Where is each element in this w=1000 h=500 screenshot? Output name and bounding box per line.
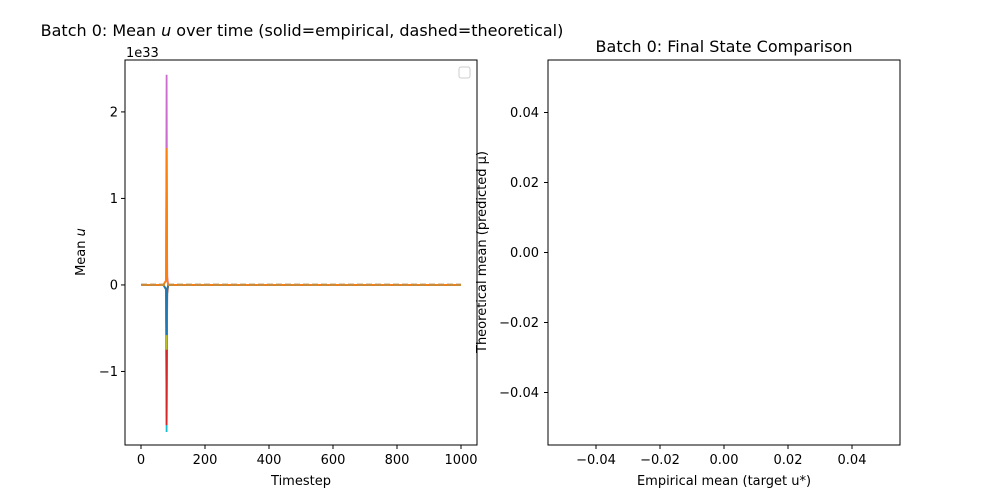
left-x-axis-label: Timestep — [270, 474, 331, 489]
left-y-tick-label: −1 — [99, 365, 118, 380]
left-chart-title: Batch 0: Mean u over time (solid=empiric… — [41, 21, 564, 40]
left-x-tick-label: 200 — [193, 453, 218, 468]
left-axes-frame — [124, 59, 478, 446]
right-chart: Batch 0: Final State Comparison −0.04 −0.… — [475, 37, 901, 489]
right-y-tick-label: 0.02 — [510, 176, 539, 191]
empirical-series-line-5 — [141, 148, 461, 286]
right-y-tick-label: 0.00 — [510, 246, 539, 261]
left-chart: Batch 0: Mean u over time (solid=empiric… — [41, 21, 564, 489]
right-x-tick-label: −0.02 — [640, 453, 680, 468]
right-x-tick-label: 0.02 — [774, 453, 803, 468]
right-y-tick-label: 0.04 — [510, 106, 539, 121]
empirical-series-line-4 — [141, 283, 461, 336]
right-x-ticks: −0.04 −0.02 0.00 0.02 0.04 — [576, 445, 866, 468]
left-y-tick-label: 0 — [110, 278, 118, 293]
right-x-tick-label: 0.04 — [838, 453, 867, 468]
right-x-tick-label: −0.04 — [576, 453, 616, 468]
right-axes-frame — [547, 59, 901, 446]
empirical-series-line-1 — [141, 283, 461, 433]
left-x-tick-label: 400 — [257, 453, 282, 468]
right-y-axis-label: Theoretical mean (predicted μ) — [475, 151, 490, 354]
right-x-tick-label: 0.00 — [710, 453, 739, 468]
left-x-ticks: 0 200 400 600 800 1000 — [137, 445, 478, 468]
right-y-ticks: −0.04 −0.02 0.00 0.02 0.04 — [499, 106, 548, 401]
left-plot-area — [141, 74, 461, 433]
left-x-tick-label: 0 — [137, 453, 145, 468]
empirical-series-line-2 — [141, 283, 461, 426]
left-y-tick-label: 2 — [110, 105, 118, 120]
left-y-offset-label: 1e33 — [126, 46, 159, 61]
left-y-tick-label: 1 — [110, 192, 118, 207]
right-x-axis-label: Empirical mean (target u*) — [637, 474, 811, 489]
right-y-tick-label: −0.04 — [499, 386, 539, 401]
left-legend-box — [458, 66, 471, 79]
left-x-tick-label: 600 — [321, 453, 346, 468]
left-x-tick-label: 800 — [385, 453, 410, 468]
right-y-tick-label: −0.02 — [499, 316, 539, 331]
left-x-tick-label: 1000 — [444, 453, 477, 468]
empirical-series-line-3 — [141, 283, 461, 350]
right-chart-title: Batch 0: Final State Comparison — [596, 37, 853, 56]
empirical-series-line-0 — [141, 74, 461, 286]
left-y-ticks: −1 0 1 2 — [99, 105, 125, 380]
left-y-axis-label: Mean u — [74, 228, 89, 276]
